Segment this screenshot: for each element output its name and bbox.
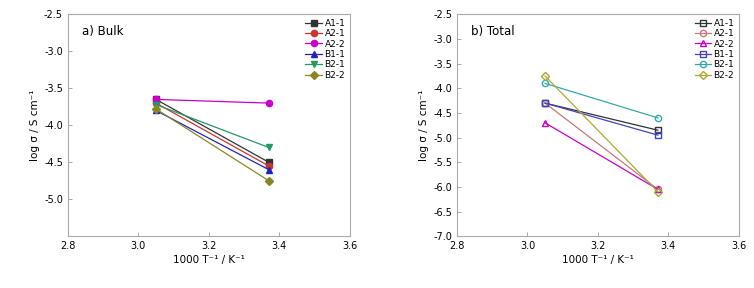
Line: A2-1: A2-1 xyxy=(153,100,272,169)
Line: A2-2: A2-2 xyxy=(153,96,272,106)
B2-2 xyxy=(541,74,550,78)
Line: A2-2: A2-2 xyxy=(542,120,661,192)
Legend: A1-1, A2-1, A2-2, B1-1, B2-1, B2-2: A1-1, A2-1, A2-2, B1-1, B2-1, B2-2 xyxy=(304,17,347,82)
B2-1 xyxy=(264,146,273,149)
B2-1 xyxy=(653,116,662,120)
Line: A2-1: A2-1 xyxy=(542,100,661,192)
B1-1 xyxy=(264,168,273,171)
Y-axis label: log σ / S cm⁻¹: log σ / S cm⁻¹ xyxy=(30,90,40,161)
X-axis label: 1000 T⁻¹ / K⁻¹: 1000 T⁻¹ / K⁻¹ xyxy=(173,255,245,265)
A2-2 xyxy=(264,101,273,105)
Legend: A1-1, A2-1, A2-2, B1-1, B2-1, B2-2: A1-1, A2-1, A2-2, B1-1, B2-1, B2-2 xyxy=(693,17,736,82)
A2-2 xyxy=(152,98,161,101)
Line: B2-1: B2-1 xyxy=(542,80,661,121)
Line: A1-1: A1-1 xyxy=(153,96,272,165)
B2-1 xyxy=(541,82,550,85)
Line: B2-1: B2-1 xyxy=(153,101,272,151)
B1-1 xyxy=(653,133,662,137)
Line: B1-1: B1-1 xyxy=(153,107,272,173)
B1-1 xyxy=(541,101,550,105)
A2-1 xyxy=(541,101,550,105)
A1-1 xyxy=(264,160,273,164)
A2-2 xyxy=(653,187,662,191)
Y-axis label: log σ / S cm⁻¹: log σ / S cm⁻¹ xyxy=(419,90,429,161)
Line: B2-2: B2-2 xyxy=(542,73,661,195)
A2-1 xyxy=(152,101,161,105)
Line: B2-2: B2-2 xyxy=(153,106,272,184)
A2-1 xyxy=(264,164,273,168)
Line: B1-1: B1-1 xyxy=(542,100,661,138)
Text: a) Bulk: a) Bulk xyxy=(82,26,124,39)
A1-1 xyxy=(653,128,662,132)
B2-2 xyxy=(264,179,273,183)
A2-1 xyxy=(653,187,662,191)
B2-1 xyxy=(152,103,161,106)
A1-1 xyxy=(152,98,161,101)
A2-2 xyxy=(541,121,550,124)
B1-1 xyxy=(152,109,161,112)
X-axis label: 1000 T⁻¹ / K⁻¹: 1000 T⁻¹ / K⁻¹ xyxy=(562,255,634,265)
A1-1 xyxy=(541,101,550,105)
Line: A1-1: A1-1 xyxy=(542,100,661,133)
Text: b) Total: b) Total xyxy=(471,26,515,39)
B2-2 xyxy=(152,107,161,111)
B2-2 xyxy=(653,190,662,194)
